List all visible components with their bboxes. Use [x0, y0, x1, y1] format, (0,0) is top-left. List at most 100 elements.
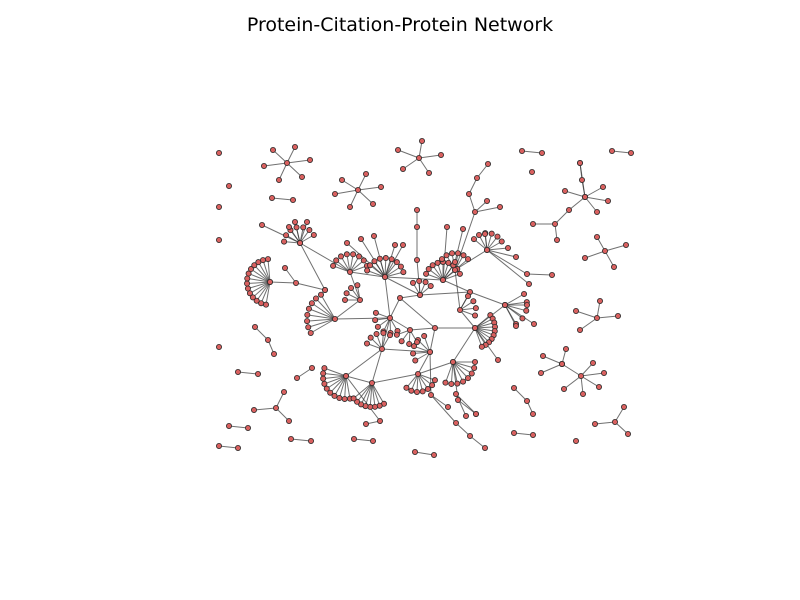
network-edge	[454, 211, 476, 271]
network-node	[398, 338, 405, 345]
network-node	[356, 296, 363, 303]
network-node	[400, 269, 407, 276]
network-node	[308, 364, 315, 371]
network-node	[472, 312, 479, 319]
network-node	[399, 241, 406, 248]
network-node	[510, 384, 517, 391]
network-edge	[269, 281, 297, 284]
network-node	[578, 372, 585, 379]
network-edge	[267, 259, 271, 283]
network-node	[625, 430, 632, 437]
network-node	[373, 330, 380, 337]
network-edge	[384, 257, 387, 278]
network-edge	[360, 382, 373, 405]
network-node	[370, 232, 377, 239]
network-edge	[295, 282, 326, 291]
network-node	[393, 259, 400, 266]
network-edge	[416, 373, 419, 392]
network-node	[481, 444, 488, 451]
network-node	[362, 170, 369, 177]
network-node	[580, 390, 587, 397]
network-node	[413, 256, 420, 263]
network-node	[371, 258, 378, 265]
network-node	[343, 251, 350, 258]
network-node	[582, 254, 589, 261]
network-node	[321, 380, 328, 387]
network-node	[354, 282, 361, 289]
network-edge	[430, 394, 449, 408]
network-node	[488, 230, 495, 237]
network-node	[498, 238, 505, 245]
network-edge	[247, 281, 271, 285]
network-node	[415, 154, 422, 161]
network-node	[530, 410, 537, 417]
network-edge	[384, 276, 444, 281]
network-node	[596, 383, 603, 390]
network-edge	[252, 281, 271, 298]
network-node	[367, 262, 374, 269]
network-edge	[366, 270, 386, 278]
network-node	[611, 263, 618, 270]
network-edge	[452, 361, 475, 369]
network-node	[481, 230, 488, 237]
network-node	[494, 233, 501, 240]
network-node	[573, 307, 580, 314]
network-edge	[284, 267, 297, 284]
network-node	[577, 159, 584, 166]
network-node	[251, 262, 258, 269]
network-edge	[371, 382, 381, 406]
network-edge	[455, 422, 471, 437]
network-edge	[356, 382, 373, 403]
network-edge	[384, 271, 404, 278]
network-node	[429, 262, 436, 269]
network-node	[431, 324, 438, 331]
network-node	[456, 270, 463, 277]
network-edge	[323, 375, 347, 380]
network-edge	[253, 407, 277, 411]
network-edge	[257, 261, 271, 283]
network-node	[291, 218, 298, 225]
network-node	[445, 259, 452, 266]
network-node	[413, 339, 420, 346]
network-node	[306, 227, 313, 234]
network-edge	[399, 294, 421, 299]
network-edge	[338, 375, 347, 399]
network-node	[350, 435, 357, 442]
network-node	[397, 263, 404, 270]
network-edge	[384, 276, 421, 296]
network-node	[442, 379, 449, 386]
network-edge	[445, 361, 454, 383]
network-node	[258, 300, 265, 307]
network-node	[465, 190, 472, 197]
network-node	[321, 286, 328, 293]
network-node	[426, 348, 433, 355]
network-edge	[307, 318, 336, 322]
network-node	[260, 257, 267, 264]
network-node	[454, 250, 461, 257]
network-node	[414, 370, 421, 377]
network-node	[521, 290, 528, 297]
network-edge	[250, 268, 271, 283]
network-edge	[526, 273, 553, 276]
network-node	[424, 386, 431, 393]
network-node	[399, 165, 406, 172]
network-node	[418, 137, 425, 144]
network-node	[411, 343, 418, 350]
network-node	[438, 256, 445, 263]
network-node	[266, 278, 273, 285]
network-node	[382, 255, 389, 262]
network-node	[285, 223, 292, 230]
network-node	[303, 218, 310, 225]
network-edge	[568, 196, 586, 211]
network-node	[331, 392, 338, 399]
network-node	[444, 403, 451, 410]
network-node	[244, 424, 251, 431]
network-node	[268, 194, 275, 201]
network-node	[470, 236, 477, 243]
network-node	[215, 236, 222, 243]
network-node	[427, 391, 434, 398]
network-node	[456, 306, 463, 313]
network-node	[594, 208, 601, 215]
network-node	[403, 384, 410, 391]
network-edge	[262, 259, 271, 283]
